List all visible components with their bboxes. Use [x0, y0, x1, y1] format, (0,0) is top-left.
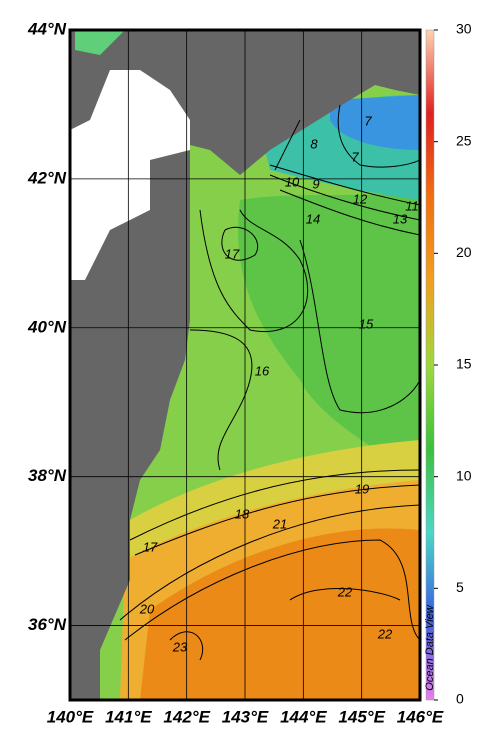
ocean-corner — [75, 30, 125, 55]
colorbar-tick-label: 30 — [456, 21, 472, 37]
credit: Ocean Data View — [424, 604, 436, 690]
contour-label: 21 — [272, 516, 287, 531]
contour-label: 22 — [377, 626, 393, 641]
contour-label: 7 — [364, 113, 372, 128]
contour-label: 8 — [310, 136, 318, 151]
contour-label: 14 — [306, 211, 320, 226]
y-tick-label: 40°N — [27, 317, 67, 336]
contour-label: 11 — [405, 198, 419, 213]
contour-label: 12 — [353, 191, 368, 206]
contour-label: 15 — [359, 316, 374, 331]
x-tick-label: 140°E — [47, 707, 94, 726]
contour-label: 9 — [312, 176, 319, 191]
colorbar — [425, 29, 435, 701]
contour-label: 10 — [285, 174, 300, 189]
colorbar-tick-label: 0 — [456, 691, 464, 707]
land — [70, 30, 420, 700]
x-tick-label: 146°E — [397, 707, 444, 726]
ocean-hot — [140, 528, 420, 700]
contours — [119, 104, 420, 661]
x-tick-label: 145°E — [338, 707, 385, 726]
y-tick-label: 42°N — [27, 168, 67, 187]
x-tick-label: 142°E — [163, 707, 210, 726]
contour-label: 17 — [143, 539, 158, 554]
contour-label: 20 — [139, 601, 155, 616]
contour-label: 22 — [337, 584, 353, 599]
y-tick-label: 44°N — [27, 19, 67, 38]
contour-label: 13 — [393, 211, 408, 226]
x-tick-label: 144°E — [280, 707, 327, 726]
ocean-coldest — [330, 95, 420, 150]
contour-label: 23 — [172, 639, 188, 654]
sea-west — [70, 70, 190, 280]
y-tick-label: 36°N — [28, 615, 67, 634]
x-tick-label: 141°E — [105, 707, 152, 726]
colorbar-tick-label: 10 — [456, 467, 472, 483]
contour-label: 16 — [255, 363, 270, 378]
x-tick-label: 143°E — [222, 707, 269, 726]
contour-labels: 17 16 15 14 13 12 11 10 9 8 7 7 18 19 21 17 20 22 23 22 — [139, 113, 419, 654]
colorbar-tick-label: 5 — [456, 579, 464, 595]
y-tick-label: 38°N — [28, 466, 67, 485]
grid — [70, 30, 420, 700]
map-frame — [68, 28, 422, 702]
colorbar-tick-label: 20 — [456, 244, 472, 260]
map-area: 17 16 15 14 13 12 11 10 9 8 7 7 18 19 21 17 20 22 23 22 — [70, 30, 420, 700]
contour-label: 18 — [235, 506, 250, 521]
contour-label: 7 — [351, 149, 359, 164]
contour-label: 19 — [355, 481, 369, 496]
ocean-cool — [238, 190, 420, 480]
contour-label: 17 — [225, 246, 240, 261]
colorbar-tick-label: 25 — [456, 132, 472, 148]
colorbar-tick-label: 15 — [456, 356, 472, 372]
